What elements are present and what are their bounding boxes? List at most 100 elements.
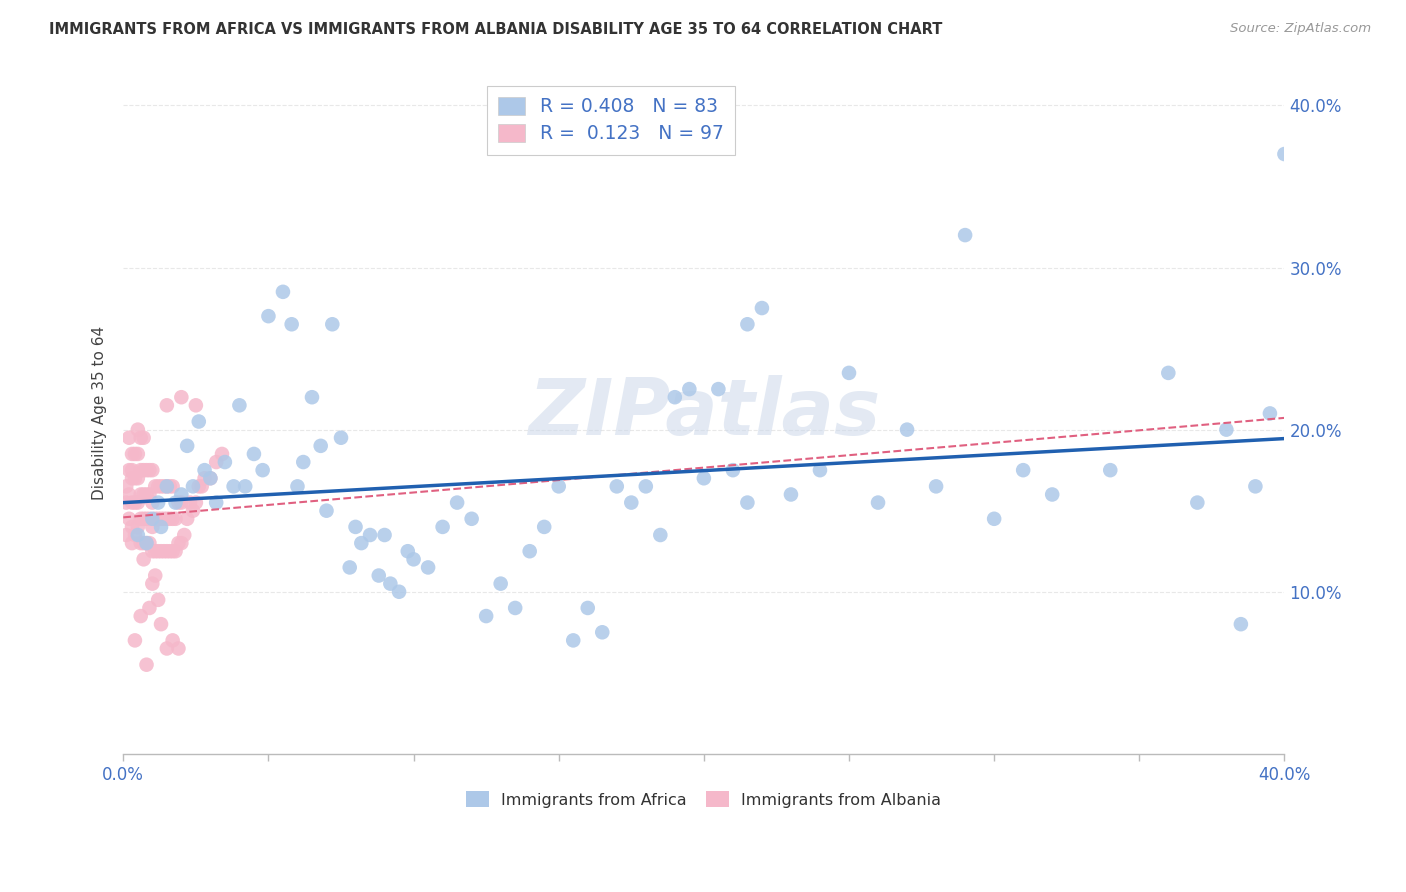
Point <box>132 487 155 501</box>
Point <box>146 479 169 493</box>
Point <box>1230 617 1253 632</box>
Point <box>838 366 860 380</box>
Point <box>156 641 179 656</box>
Point <box>475 609 498 624</box>
Point <box>211 447 233 461</box>
Point <box>562 633 585 648</box>
Point <box>129 536 152 550</box>
Point <box>1157 366 1180 380</box>
Point <box>156 512 179 526</box>
Point <box>129 512 152 526</box>
Point <box>664 390 686 404</box>
Point <box>620 495 643 509</box>
Point <box>124 528 146 542</box>
Point <box>141 520 163 534</box>
Point <box>132 512 155 526</box>
Point <box>315 504 337 518</box>
Point <box>138 536 160 550</box>
Point <box>127 423 149 437</box>
Point <box>159 479 181 493</box>
Point <box>292 455 315 469</box>
Point <box>129 463 152 477</box>
Point <box>138 512 160 526</box>
Point <box>200 471 222 485</box>
Point <box>1274 147 1296 161</box>
Point <box>153 544 176 558</box>
Point <box>173 528 195 542</box>
Point <box>121 520 143 534</box>
Point <box>678 382 700 396</box>
Point <box>150 520 173 534</box>
Point <box>707 382 730 396</box>
Point <box>344 520 367 534</box>
Point <box>129 609 152 624</box>
Point <box>165 495 187 509</box>
Point <box>146 495 169 509</box>
Point <box>165 544 187 558</box>
Point <box>983 512 1005 526</box>
Point <box>118 512 141 526</box>
Point <box>162 512 184 526</box>
Point <box>181 479 204 493</box>
Point <box>162 479 184 493</box>
Point <box>132 536 155 550</box>
Point <box>124 447 146 461</box>
Point <box>737 318 759 332</box>
Point <box>190 479 212 493</box>
Point <box>141 495 163 509</box>
Point <box>233 479 256 493</box>
Point <box>118 431 141 445</box>
Point <box>135 536 157 550</box>
Point <box>135 487 157 501</box>
Point <box>141 463 163 477</box>
Point <box>156 479 179 493</box>
Point <box>143 568 166 582</box>
Point <box>214 455 236 469</box>
Point <box>184 495 207 509</box>
Point <box>446 495 468 509</box>
Point <box>153 512 176 526</box>
Point <box>150 544 173 558</box>
Point <box>135 512 157 526</box>
Point <box>321 318 343 332</box>
Point <box>132 463 155 477</box>
Point <box>396 544 419 558</box>
Point <box>309 439 332 453</box>
Point <box>170 390 193 404</box>
Point <box>115 528 138 542</box>
Point <box>187 415 209 429</box>
Point <box>432 520 454 534</box>
Point <box>866 495 889 509</box>
Point <box>115 495 138 509</box>
Point <box>181 504 204 518</box>
Point <box>167 495 190 509</box>
Point <box>150 512 173 526</box>
Point <box>129 487 152 501</box>
Point <box>153 479 176 493</box>
Point <box>170 536 193 550</box>
Point <box>222 479 245 493</box>
Point <box>135 657 157 672</box>
Point <box>187 479 209 493</box>
Point <box>388 584 411 599</box>
Point <box>127 447 149 461</box>
Point <box>146 512 169 526</box>
Point <box>124 471 146 485</box>
Point <box>132 431 155 445</box>
Point <box>127 520 149 534</box>
Point <box>402 552 425 566</box>
Point <box>1244 479 1267 493</box>
Text: IMMIGRANTS FROM AFRICA VS IMMIGRANTS FROM ALBANIA DISABILITY AGE 35 TO 64 CORREL: IMMIGRANTS FROM AFRICA VS IMMIGRANTS FRO… <box>49 22 942 37</box>
Point <box>143 544 166 558</box>
Point <box>141 512 163 526</box>
Point <box>205 495 228 509</box>
Point <box>167 641 190 656</box>
Point <box>606 479 628 493</box>
Y-axis label: Disability Age 35 to 64: Disability Age 35 to 64 <box>93 326 107 500</box>
Point <box>121 471 143 485</box>
Point <box>896 423 918 437</box>
Point <box>146 544 169 558</box>
Point <box>179 495 201 509</box>
Point <box>165 512 187 526</box>
Point <box>350 536 373 550</box>
